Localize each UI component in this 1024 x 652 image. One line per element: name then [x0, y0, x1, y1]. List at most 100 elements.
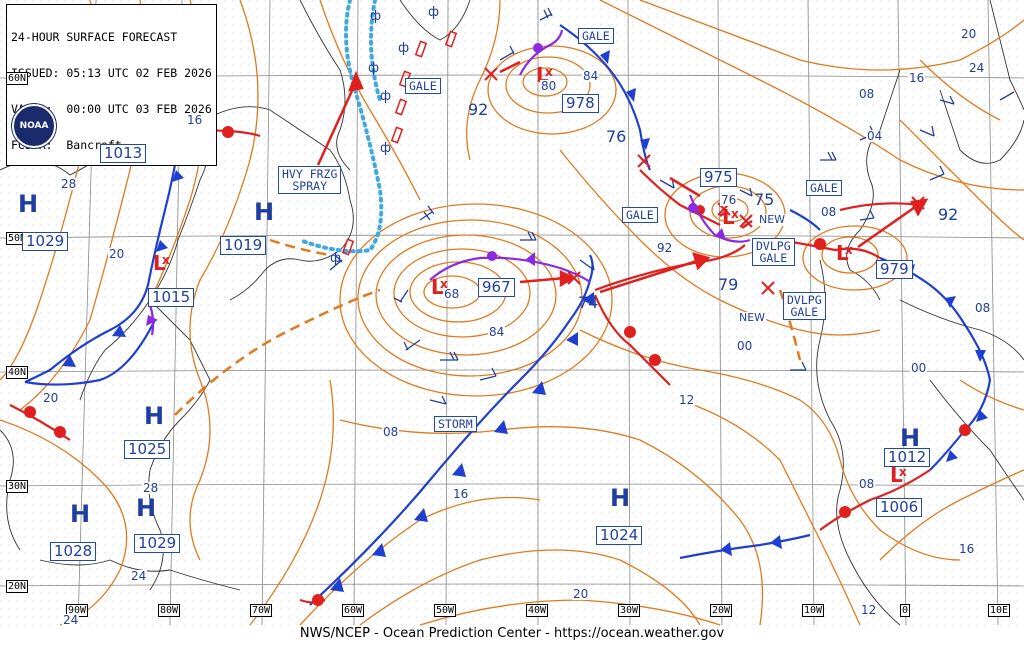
lon-label-70w: 70W: [250, 604, 273, 617]
troughs: [174, 238, 802, 416]
gale-warning: GALE: [578, 28, 614, 44]
high-pressure: 1019: [220, 236, 267, 255]
forecast-pressure: 79: [718, 275, 739, 294]
isobar-label: 20: [108, 247, 126, 261]
warm-front-bumps: [24, 126, 971, 606]
forecast-pressure: 75: [754, 190, 775, 209]
svg-text:x: x: [545, 65, 553, 79]
lon-label-50w: 50W: [434, 604, 457, 617]
coastlines: [0, 0, 1024, 626]
svg-text:x: x: [899, 465, 907, 479]
svg-text:L: L: [722, 205, 735, 229]
isobar-label: 24: [968, 61, 986, 75]
developing-gale-warning: DVLPG GALE: [783, 292, 826, 320]
developing-gale-warning: DVLPG GALE: [752, 238, 795, 266]
high-symbol: H: [18, 190, 39, 218]
isobar-label: 08: [382, 425, 400, 439]
issued-time: ISSUED: 05:13 UTC 02 FEB 2026: [11, 66, 212, 80]
low-pressure: 1006: [876, 498, 923, 517]
svg-text:ф: ф: [370, 9, 381, 24]
lat-label-40n: 40N: [6, 366, 29, 379]
forecast-pressure: 92: [656, 241, 674, 255]
lon-label-30w: 30W: [618, 604, 641, 617]
svg-text:ф: ф: [380, 141, 391, 156]
high-symbol: H: [70, 500, 91, 528]
svg-text:x: x: [845, 243, 853, 257]
isobar-label: 08: [858, 87, 876, 101]
low-center-value: 76: [720, 193, 738, 207]
low-pressure: 967: [478, 278, 515, 297]
svg-text:x: x: [440, 277, 448, 291]
heavy-freezing-spray-warning: HVY FRZG SPRAY: [278, 166, 342, 194]
isobar-label: 00: [736, 339, 754, 353]
isobar-label: 04: [866, 129, 884, 143]
forecast-pressure: 74: [578, 293, 599, 312]
high-symbol: H: [144, 402, 165, 430]
lon-label-40w: 40W: [526, 604, 549, 617]
high-pressure: 1029: [134, 534, 181, 553]
low-pressure: 978: [562, 94, 599, 113]
svg-text:ф: ф: [398, 41, 409, 56]
cold-front-barbs: [62, 50, 988, 592]
low-pressure: 975: [700, 168, 737, 187]
high-symbol: H: [900, 424, 921, 452]
high-symbol: H: [254, 198, 275, 226]
occluded-front-symbols: [146, 43, 726, 326]
high-pressure: 1028: [50, 542, 97, 561]
high-pressure: 1029: [22, 232, 69, 251]
isobar-label: 00: [910, 361, 928, 375]
forecast-pressure: 84: [582, 69, 600, 83]
forecast-position-markers: [484, 67, 925, 295]
new-system-label: NEW: [738, 311, 767, 324]
svg-text:L: L: [836, 241, 849, 265]
forecast-title: 24-HOUR SURFACE FORECAST: [11, 30, 178, 44]
svg-text:L: L: [890, 463, 903, 487]
svg-text:x: x: [162, 253, 170, 267]
isobar-label: 16: [958, 542, 976, 556]
low-pressure: 1013: [100, 144, 147, 163]
new-system-label: NEW: [758, 213, 787, 226]
svg-text:L: L: [431, 275, 444, 299]
svg-text:ф: ф: [330, 251, 341, 266]
high-pressure: 1025: [124, 440, 171, 459]
isobar-label: 08: [820, 205, 838, 219]
gale-warning: GALE: [622, 207, 658, 223]
isobar-label: 20: [572, 587, 590, 601]
isobar-label: 28: [60, 177, 78, 191]
isobar-label: 24: [62, 613, 80, 627]
lon-label-10w: 10W: [802, 604, 825, 617]
high-pressure: 1012: [884, 448, 931, 467]
isobar-label: 08: [858, 477, 876, 491]
lat-label-20n: 20N: [6, 580, 29, 593]
svg-text:x: x: [731, 207, 739, 221]
isobar-label: 16: [186, 113, 204, 127]
lat-label-60n: 60N: [6, 72, 29, 85]
movement-arrows: [316, 60, 929, 294]
svg-text:ф: ф: [380, 89, 391, 104]
isobar-label: 20: [42, 391, 60, 405]
storm-warning: STORM: [434, 416, 477, 432]
svg-text:ф: ф: [368, 61, 379, 76]
high-symbol: H: [610, 484, 631, 512]
isobar-label: 20: [960, 27, 978, 41]
isobar-label: 12: [860, 603, 878, 617]
isobar-label: 24: [130, 569, 148, 583]
lon-label-20w: 20W: [710, 604, 733, 617]
isobar-label: 08: [974, 301, 992, 315]
svg-text:L: L: [153, 251, 166, 275]
low-center-value: 68: [443, 287, 461, 301]
low-center-value: 80: [540, 79, 558, 93]
isobar-label: 16: [452, 487, 470, 501]
ice-edge: [298, 0, 384, 254]
high-pressure: 1024: [596, 526, 643, 545]
warm-fronts: [9, 129, 931, 604]
forecast-pressure: 92: [938, 205, 959, 224]
isobar-label: 12: [678, 393, 696, 407]
gale-warning: GALE: [806, 180, 842, 196]
forecast-pressure: 92: [468, 100, 489, 119]
lon-label-80w: 80W: [158, 604, 181, 617]
noaa-logo: NOAA: [12, 104, 56, 148]
footer-credit: NWS/NCEP - Ocean Prediction Center - htt…: [299, 626, 725, 641]
lon-label-0: 0: [900, 604, 911, 617]
